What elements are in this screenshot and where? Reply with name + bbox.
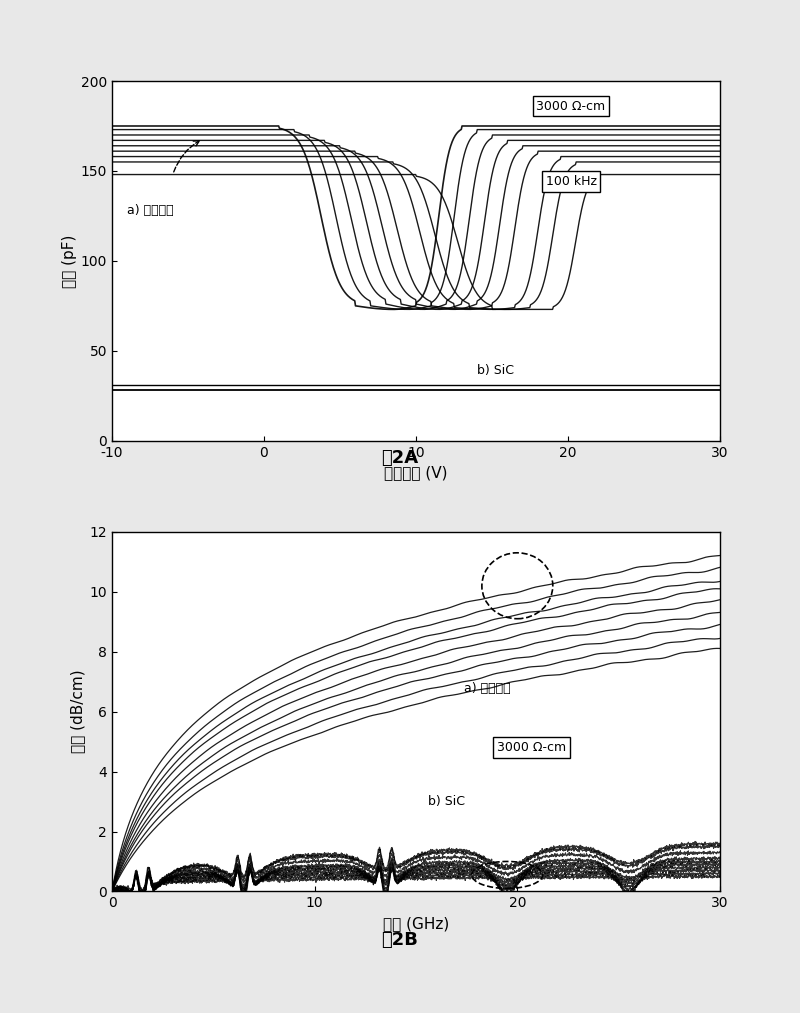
Text: a) 无钝化的: a) 无钝化的 [127, 204, 174, 217]
Text: a) 无钝化的: a) 无钝化的 [464, 682, 510, 695]
Text: 3000 Ω-cm: 3000 Ω-cm [537, 99, 606, 112]
Text: 图2A: 图2A [382, 449, 418, 467]
Text: 100 kHz: 100 kHz [546, 175, 597, 188]
X-axis label: 衬底偏置 (V): 衬底偏置 (V) [384, 465, 448, 480]
Text: 3000 Ω-cm: 3000 Ω-cm [497, 742, 566, 754]
Text: b) SiC: b) SiC [477, 364, 514, 377]
Text: b) SiC: b) SiC [428, 794, 465, 807]
Y-axis label: 衰减 (dB/cm): 衰减 (dB/cm) [70, 670, 86, 754]
X-axis label: 频率 (GHz): 频率 (GHz) [383, 916, 449, 931]
Text: 图2B: 图2B [382, 931, 418, 949]
Y-axis label: 电容 (pF): 电容 (pF) [62, 234, 77, 288]
